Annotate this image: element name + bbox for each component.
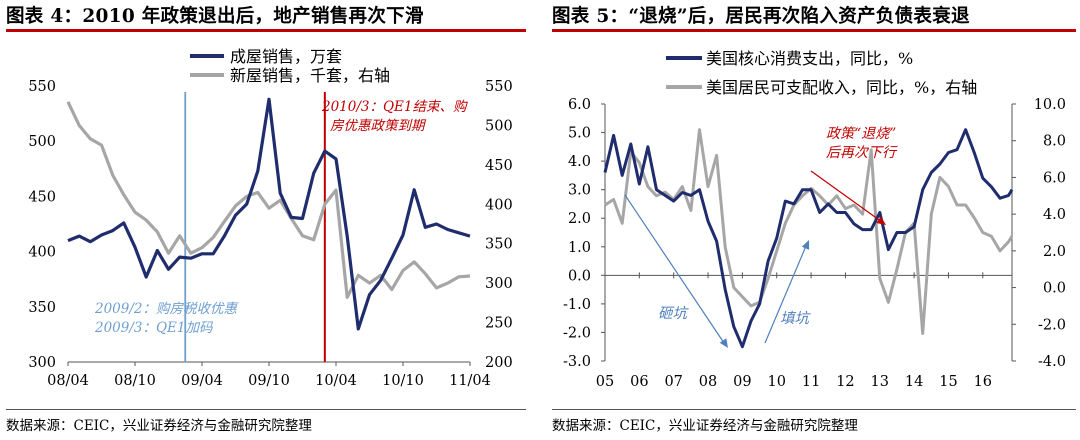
chart2-title-rule: [552, 29, 1076, 32]
chart1-x-tick: 11/04: [449, 373, 491, 389]
chart2-series-disposable-income: [604, 128, 1014, 335]
chart2-y-right-tick: -2.0: [1038, 317, 1066, 333]
chart1-series-existing-home-sales: [67, 97, 471, 331]
chart2-arrowhead-decline: [876, 216, 886, 225]
chart2-x-tick: 06: [630, 374, 648, 390]
chart2-x-tick: 13: [871, 374, 889, 390]
chart2-x-tick: 07: [664, 374, 682, 390]
chart2-y-left-tick: 3.0: [568, 183, 591, 199]
chart2-y-left-tick: 6.0: [568, 97, 591, 113]
chart1-x-tick: 08/10: [114, 373, 156, 389]
chart2-svg: -3.0 -2.0 -1.0 0.0 1.0 2.0 3.0 4.0 5.0 6.0 -4.0 -2.…: [563, 49, 1066, 390]
chart1-annotation-qe1-end: 2010/3：QE1结束、购: [321, 99, 468, 115]
chart2-annotation-dig: 砸坑: [658, 305, 689, 322]
chart2-x-tick: 10: [768, 374, 786, 390]
chart2-y-left-tick: 0.0: [568, 268, 591, 284]
chart2-annotation-policy: 政策“退烧”: [826, 126, 896, 142]
chart2-x-tick: 15: [939, 374, 957, 390]
chart2-y-right-tick: 2.0: [1043, 244, 1066, 260]
chart1-y-left-tick: 550: [28, 79, 56, 95]
chart1-y-left-tick: 450: [28, 189, 56, 205]
chart2-source-rule: [552, 409, 1076, 410]
chart1-y-left-tick: 300: [28, 355, 56, 371]
chart1-x-tick: 09/10: [248, 373, 290, 389]
chart2-source: 数据来源：CEIC，兴业证券经济与金融研究院整理: [552, 418, 858, 434]
chart2-arrow-dig: [624, 194, 725, 344]
chart2-y-right-tick: 4.0: [1043, 207, 1066, 223]
chart2-x-tick: 08: [699, 374, 717, 390]
chart2-y-right-tick: 10.0: [1034, 97, 1066, 113]
chart2-x-tick: 16: [974, 374, 992, 390]
chart1-series-new-home-sales: [66, 101, 471, 299]
chart1-y-right-tick: 350: [485, 237, 513, 253]
chart1-annotation-qe1-expand: 2009/3：QE1加码: [94, 320, 214, 336]
chart2-y-right-tick: 8.0: [1043, 134, 1066, 150]
chart1-y-left-tick: 500: [28, 134, 56, 150]
chart2-y-left-tick: -3.0: [563, 354, 591, 370]
chart2-series-core-pce: [603, 128, 1014, 349]
chart1-title-rule: [6, 29, 526, 32]
chart2-y-left-tick: -2.0: [563, 325, 591, 341]
chart2-arrow-decline: [810, 170, 883, 223]
chart1-x-tick: 08/04: [47, 373, 89, 389]
chart2-y-right-tick: 6.0: [1043, 170, 1066, 186]
chart2-y-right-tick: 0.0: [1043, 281, 1066, 297]
chart1-svg: 300 350 400 450 500 550 200 250 300 350 400 450 500 5…: [28, 47, 513, 389]
chart1-y-right-tick: 450: [485, 158, 513, 174]
chart1-annotation-tax-credit: 2009/2：购房税收优惠: [94, 301, 239, 317]
chart2-legend-pce: 美国核心消费支出，同比，%: [706, 49, 913, 68]
chart2-annotation-decline: 后再次下行: [826, 145, 898, 161]
chart2-x-tick: 11: [802, 374, 820, 390]
chart2-y-left-tick: -1.0: [563, 297, 591, 313]
chart1-source: 数据来源：CEIC，兴业证券经济与金融研究院整理: [6, 418, 312, 434]
chart1-x-tick: 10/10: [382, 373, 424, 389]
chart1-y-right-tick: 500: [485, 118, 513, 134]
chart1-legend-new: 新屋销售，千套，右轴: [230, 66, 390, 85]
chart1-y-right-tick: 250: [485, 316, 513, 332]
chart1-y-right-tick: 300: [485, 276, 513, 292]
chart2-y-left-tick: 2.0: [568, 211, 591, 227]
chart2-x-tick: 05: [596, 374, 614, 390]
chart2-legend-income: 美国居民可支配收入，同比，%，右轴: [706, 78, 977, 97]
chart2-title: 图表 5：“退烧”后，居民再次陷入资产负债表衰退: [552, 6, 970, 27]
chart2-y-left-tick: 5.0: [568, 126, 591, 142]
chart1-legend-existing: 成屋销售，万套: [230, 47, 342, 66]
chart1-title: 图表 4：2010 年政策退出后，地产销售再次下滑: [6, 6, 424, 27]
chart2-arrowhead-fill: [801, 240, 810, 250]
chart1-source-rule: [6, 409, 526, 410]
chart2-arrow-fill: [764, 245, 807, 344]
chart2-x-tick: 09: [733, 374, 751, 390]
chart2-annotation-fill: 填坑: [780, 310, 811, 327]
chart2-arrowhead-dig: [719, 338, 728, 348]
chart1-y-left-tick: 400: [28, 245, 56, 261]
chart1-x-tick: 10/04: [315, 373, 357, 389]
chart1-y-left-tick: 350: [28, 300, 56, 316]
chart1-y-right-tick: 550: [485, 79, 513, 95]
chart2-y-left-tick: 1.0: [568, 240, 591, 256]
chart1-x-tick: 09/04: [181, 373, 223, 389]
chart2-y-left-tick: 4.0: [568, 154, 591, 170]
chart2-x-tick: 12: [836, 374, 854, 390]
chart1-annotation-policy-expire: 房优惠政策到期: [330, 118, 427, 134]
chart1-y-right-tick: 200: [485, 355, 513, 371]
chart2-x-tick: 14: [905, 374, 923, 390]
chart2-y-right-tick: -4.0: [1038, 354, 1066, 370]
chart1-y-right-tick: 400: [485, 197, 513, 213]
